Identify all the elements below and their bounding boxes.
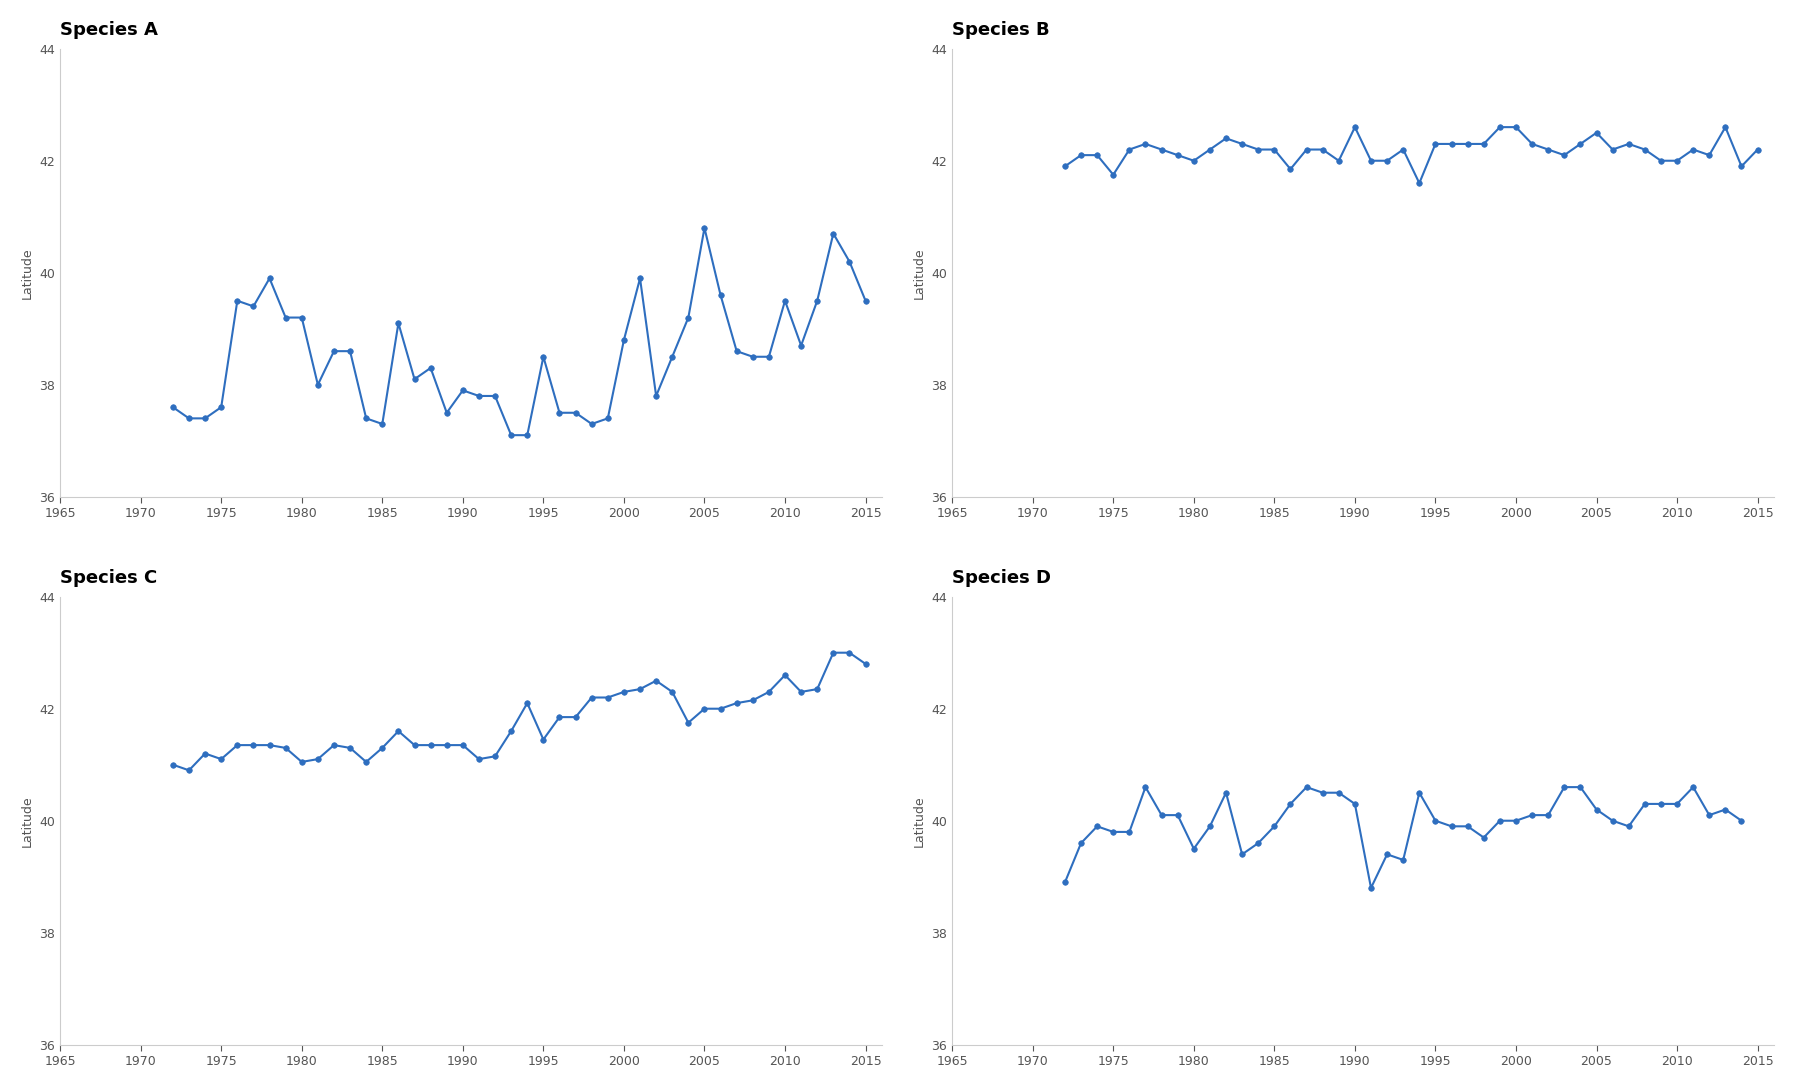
Y-axis label: Latitude: Latitude: [22, 247, 34, 298]
Text: Species C: Species C: [59, 568, 158, 587]
Text: Species B: Species B: [953, 21, 1050, 39]
Y-axis label: Latitude: Latitude: [913, 247, 926, 298]
Text: Species D: Species D: [953, 568, 1052, 587]
Y-axis label: Latitude: Latitude: [913, 795, 926, 846]
Y-axis label: Latitude: Latitude: [22, 795, 34, 846]
Text: Species A: Species A: [59, 21, 158, 39]
